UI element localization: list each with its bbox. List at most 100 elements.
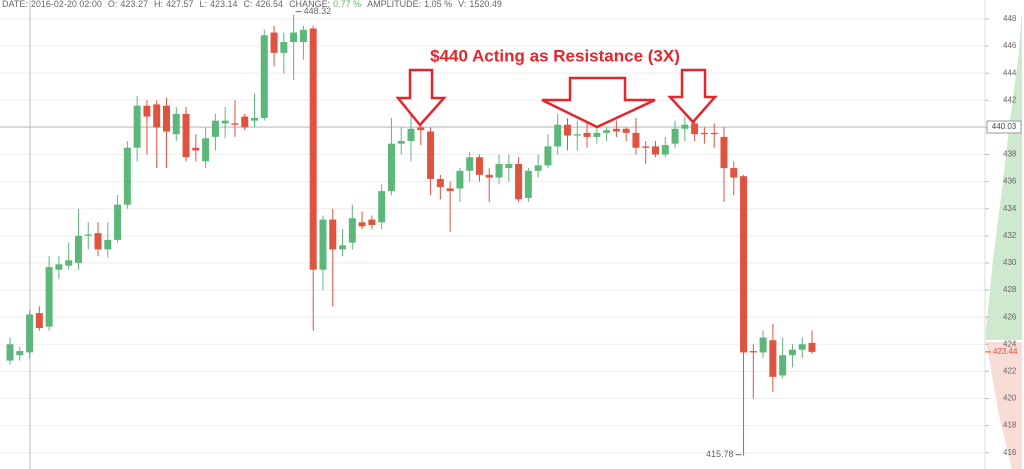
candle-body (593, 132, 601, 137)
y-tick-label: 418 (1003, 421, 1017, 430)
candle-body (182, 113, 190, 158)
last-price-label: 423.44 (993, 347, 1018, 356)
y-tick-label: 438 (1003, 150, 1017, 159)
y-tick-label: 432 (1003, 231, 1017, 240)
candle-body (798, 344, 806, 350)
info-value: 0.77 % (333, 0, 361, 9)
info-label: H: (154, 0, 163, 9)
candle-body (84, 234, 92, 236)
candle-body (211, 120, 219, 137)
max-label: 448.32 (304, 6, 332, 16)
candle-body (466, 157, 474, 171)
candle-body (749, 351, 757, 353)
candle-body (505, 164, 513, 169)
candle-body (485, 174, 493, 178)
candle-body (730, 168, 738, 178)
candle-body (769, 340, 777, 377)
y-tick-label: 428 (1003, 285, 1017, 294)
candle-body (622, 128, 630, 133)
candle-body (700, 132, 708, 135)
candle-body (55, 264, 63, 270)
info-label: C: (244, 0, 253, 9)
candle-body (6, 344, 14, 361)
arrow (395, 68, 447, 127)
candle-body (104, 239, 112, 250)
grid (0, 18, 985, 454)
candle-body (495, 164, 503, 178)
y-tick-label: 434 (1003, 204, 1017, 213)
y-tick-label: 436 (1003, 177, 1017, 186)
candle-body (779, 355, 787, 376)
candle-body (309, 28, 317, 270)
y-tick-label: 422 (1003, 367, 1017, 376)
candle-body (26, 314, 34, 353)
candle-body (339, 245, 347, 250)
candle-body (515, 164, 523, 200)
candle-body (524, 170, 532, 198)
price-line-box (986, 120, 1022, 134)
candle-body (202, 138, 210, 162)
info-bar: DATE: 2016-02-20 02:00 O: 423.27 H: 427.57 L: 4… (2, 0, 502, 9)
candle-body (329, 219, 337, 250)
plot-area (0, 14, 985, 456)
candle-body (153, 104, 161, 128)
candle-body (348, 218, 356, 243)
candle-body (671, 128, 679, 144)
candle-body (290, 32, 298, 43)
candle-body (221, 120, 229, 124)
candle-body (446, 188, 454, 192)
info-value: 426.54 (256, 0, 284, 9)
candle-body (475, 157, 483, 175)
y-tick-label: 446 (1003, 41, 1017, 50)
candle-body (681, 124, 689, 129)
y-tick-label: 420 (1003, 394, 1017, 403)
candle-body (740, 176, 748, 353)
candle-body (74, 235, 82, 263)
min-label: 415.78 (706, 449, 734, 459)
candle-body (397, 140, 405, 144)
info-label: AMPLITUDE: (367, 0, 421, 9)
candle-body (632, 132, 640, 148)
candle-body (563, 124, 571, 136)
candle-body (65, 260, 73, 266)
arrow (541, 76, 656, 129)
candle-body (808, 342, 816, 352)
candle-body (270, 32, 278, 53)
candle-body (583, 132, 591, 137)
arrow (667, 68, 718, 124)
candle-body (319, 219, 327, 270)
candle-body (642, 146, 650, 148)
candle-body (231, 123, 239, 125)
candle-body (368, 219, 376, 226)
info-value: 1.05 % (424, 0, 452, 9)
info-label: O: (108, 0, 118, 9)
y-tick-label: 448 (1003, 14, 1017, 23)
candle-body (123, 147, 131, 205)
info-value: 427.57 (166, 0, 194, 9)
candle-body (788, 349, 796, 356)
candle-body (759, 337, 767, 353)
info-value: 1520.49 (469, 0, 502, 9)
candle-body (251, 117, 259, 121)
info-label: DATE: (2, 0, 28, 9)
candle-body (612, 128, 620, 132)
candle-body (143, 105, 151, 117)
candle-body (691, 123, 699, 135)
price-line-label: 440.03 (992, 122, 1017, 131)
annotation: $440 Acting as Resistance (3X) (430, 46, 680, 65)
candle-body (554, 124, 562, 147)
candle-body (172, 113, 180, 135)
candle-body (710, 132, 718, 135)
candle-body (378, 191, 386, 223)
candle-body (720, 136, 728, 169)
y-tick-label: 442 (1003, 95, 1017, 104)
candle-body (652, 146, 660, 155)
candle-body (114, 204, 122, 240)
info-label: L: (199, 0, 207, 9)
y-tick-label: 430 (1003, 258, 1017, 267)
candle-body (573, 134, 581, 136)
y-tick-label: 426 (1003, 312, 1017, 321)
y-tick-label: 416 (1003, 448, 1017, 457)
candle-body (661, 145, 669, 155)
